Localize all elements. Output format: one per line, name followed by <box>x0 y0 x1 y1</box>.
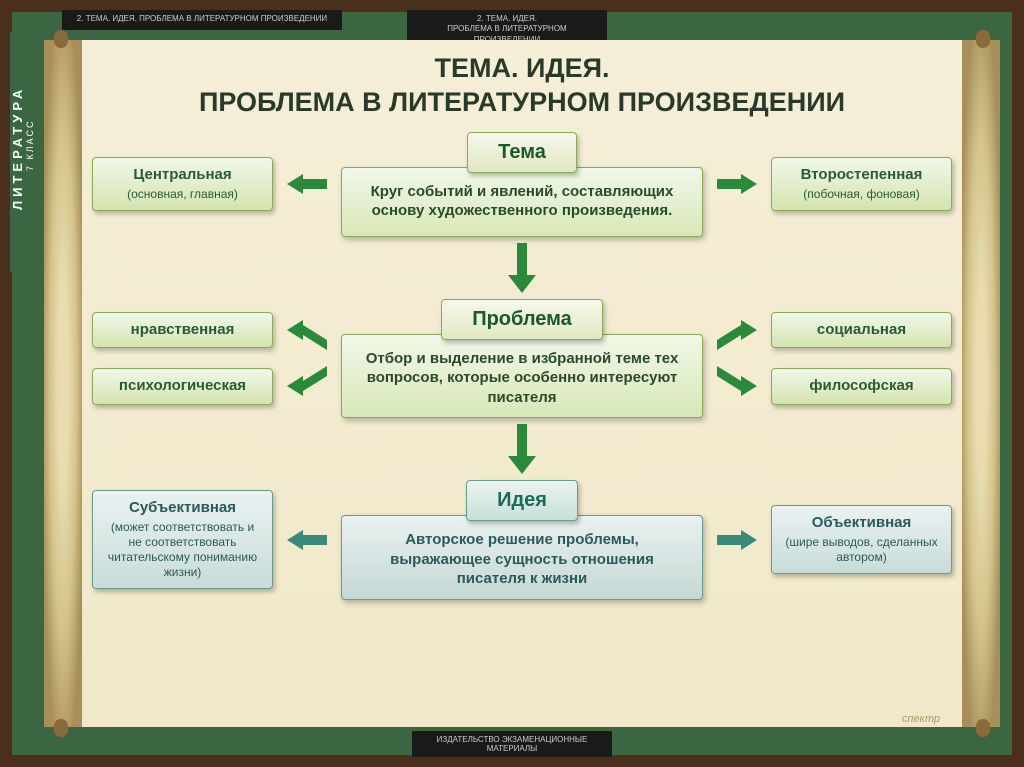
title-line2: ПРОБЛЕМА В ЛИТЕРАТУРНОМ ПРОИЗВЕДЕНИИ <box>92 86 952 120</box>
tema-center: Тема Круг событий и явлений, составляющи… <box>341 132 703 237</box>
idea-left-sub: (может соответствовать и не соответствов… <box>103 520 262 580</box>
problema-section: нравственная психологическая Проблема От… <box>92 299 952 419</box>
tema-right-sub: (побочная, фоновая) <box>782 187 941 202</box>
idea-header: Идея <box>466 480 578 521</box>
tema-left-box: Центральная (основная, главная) <box>92 157 273 211</box>
problema-definition: Отбор и выделение в избранной теме тех в… <box>341 334 703 419</box>
scroll-rod <box>976 30 990 48</box>
tema-header: Тема <box>467 132 577 173</box>
problema-right-top: социальная <box>771 312 952 349</box>
tema-left-title: Центральная <box>133 166 231 183</box>
arrow-left-double-icon <box>287 310 327 406</box>
title-line1: ТЕМА. ИДЕЯ. <box>92 52 952 86</box>
problema-left-top: нравственная <box>92 312 273 349</box>
problema-header: Проблема <box>441 299 603 340</box>
arrow-right-icon <box>717 530 757 550</box>
problema-center: Проблема Отбор и выделение в избранной т… <box>341 299 703 419</box>
top-tab-center-l1: 2. ТЕМА. ИДЕЯ. <box>477 14 537 23</box>
main-title: ТЕМА. ИДЕЯ. ПРОБЛЕМА В ЛИТЕРАТУРНОМ ПРОИ… <box>92 52 952 120</box>
tema-right-title: Второстепенная <box>801 166 923 183</box>
scroll-edge-right <box>962 40 1000 727</box>
poster-frame: ЛИТЕРАТУРА 7 КЛАСС 2. ТЕМА. ИДЕЯ. ПРОБЛЕ… <box>0 0 1024 767</box>
idea-definition: Авторское решение проблемы, выражающее с… <box>341 515 703 600</box>
problema-left-bottom: психологическая <box>92 368 273 405</box>
scroll-edge-left <box>44 40 82 727</box>
arrow-left-icon <box>287 174 327 194</box>
tema-left-col: Центральная (основная, главная) <box>92 157 273 211</box>
tema-right-box: Второстепенная (побочная, фоновая) <box>771 157 952 211</box>
side-label-sub: 7 КЛАСС <box>25 32 35 258</box>
diagram-content: ТЕМА. ИДЕЯ. ПРОБЛЕМА В ЛИТЕРАТУРНОМ ПРОИ… <box>92 52 952 715</box>
idea-left-title: Субъективная <box>129 499 236 516</box>
side-label-text: ЛИТЕРАТУРА <box>10 86 25 210</box>
tema-definition: Круг событий и явлений, составляющих осн… <box>341 167 703 237</box>
bottom-tab: ИЗДАТЕЛЬСТВО ЭКЗАМЕНАЦИОННЫЕ МАТЕРИАЛЫ <box>412 731 612 757</box>
idea-right-title: Объективная <box>812 514 911 531</box>
idea-right-col: Объективная (шире выводов, сделанных авт… <box>771 505 952 574</box>
scroll-rod <box>54 719 68 737</box>
tema-left-sub: (основная, главная) <box>103 187 262 202</box>
idea-left-box: Субъективная (может соответствовать и не… <box>92 490 273 589</box>
idea-section: Субъективная (может соответствовать и не… <box>92 480 952 600</box>
problema-right-bottom: философская <box>771 368 952 405</box>
scroll-rod <box>976 719 990 737</box>
problema-right-col: социальная философская <box>771 312 952 406</box>
scroll-background: ТЕМА. ИДЕЯ. ПРОБЛЕМА В ЛИТЕРАТУРНОМ ПРОИ… <box>44 40 1000 727</box>
idea-left-col: Субъективная (может соответствовать и не… <box>92 490 273 589</box>
arrow-right-double-icon <box>717 310 757 406</box>
arrow-down-icon <box>92 243 952 293</box>
side-label: ЛИТЕРАТУРА 7 КЛАСС <box>10 32 32 272</box>
idea-right-box: Объективная (шире выводов, сделанных авт… <box>771 505 952 574</box>
idea-center: Идея Авторское решение проблемы, выражаю… <box>341 480 703 600</box>
tema-section: Центральная (основная, главная) Тема Кру… <box>92 132 952 237</box>
arrow-down-icon <box>92 424 952 474</box>
arrow-right-icon <box>717 174 757 194</box>
tema-right-col: Второстепенная (побочная, фоновая) <box>771 157 952 211</box>
top-tab-left: 2. ТЕМА. ИДЕЯ. ПРОБЛЕМА В ЛИТЕРАТУРНОМ П… <box>62 10 342 30</box>
scroll-rod <box>54 30 68 48</box>
brand-logo: спектр <box>902 713 940 725</box>
problema-left-col: нравственная психологическая <box>92 312 273 406</box>
arrow-left-icon <box>287 530 327 550</box>
idea-right-sub: (шире выводов, сделанных автором) <box>782 535 941 565</box>
